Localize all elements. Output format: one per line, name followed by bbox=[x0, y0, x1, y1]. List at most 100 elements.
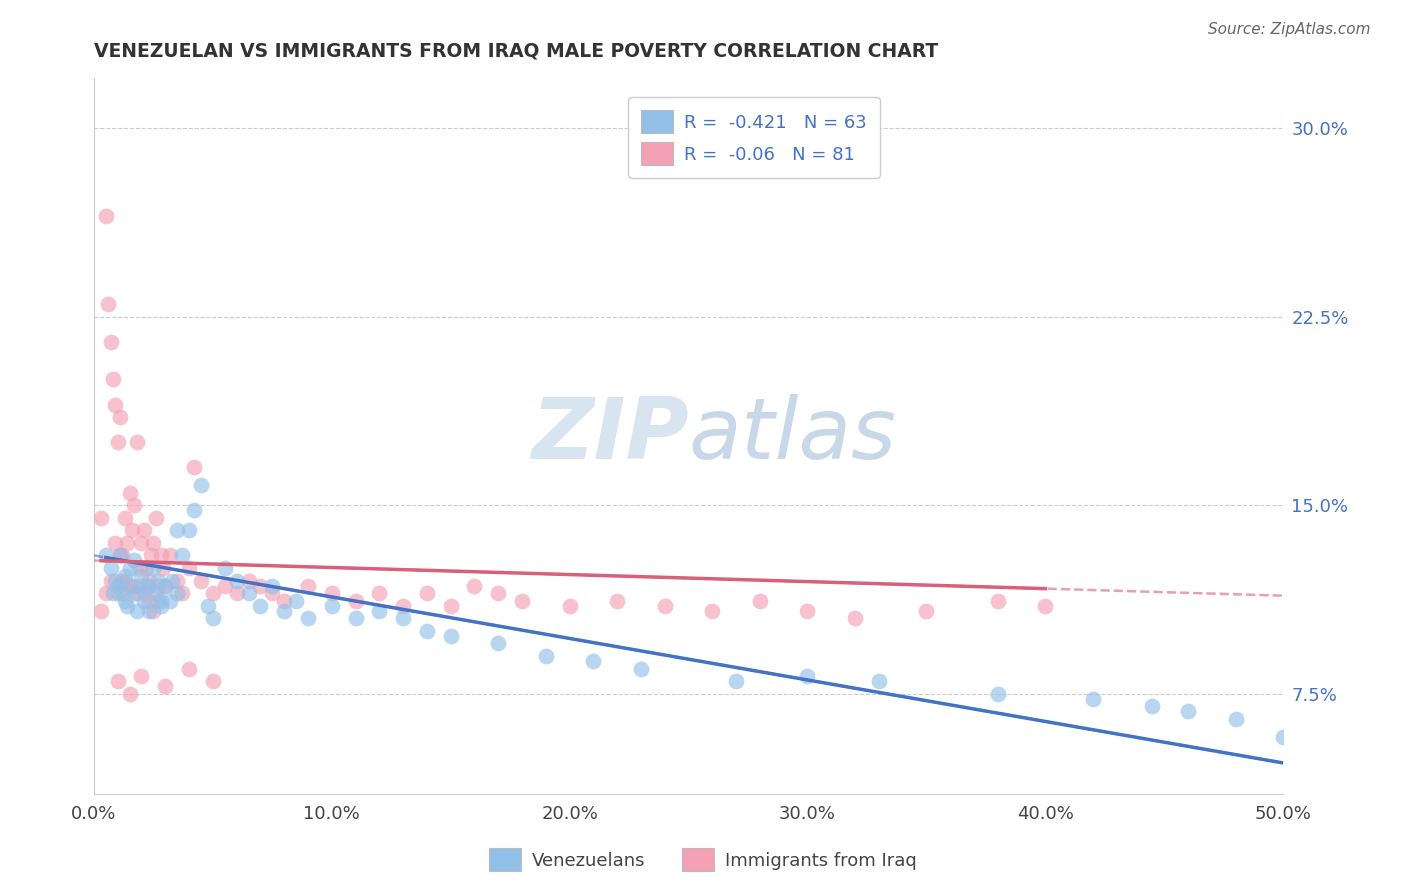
Point bbox=[149, 593, 172, 607]
Point bbox=[139, 549, 162, 563]
Point bbox=[90, 604, 112, 618]
Point bbox=[135, 579, 157, 593]
Text: ZIP: ZIP bbox=[531, 394, 689, 477]
Point bbox=[142, 604, 165, 618]
Point bbox=[108, 549, 131, 563]
Point bbox=[104, 398, 127, 412]
Point bbox=[177, 523, 200, 537]
Point bbox=[138, 593, 160, 607]
Legend: R =  -0.421   N = 63, R =  -0.06   N = 81: R = -0.421 N = 63, R = -0.06 N = 81 bbox=[628, 97, 880, 178]
Point bbox=[101, 586, 124, 600]
Point bbox=[128, 579, 150, 593]
Point bbox=[183, 460, 205, 475]
Text: Source: ZipAtlas.com: Source: ZipAtlas.com bbox=[1208, 22, 1371, 37]
Point bbox=[987, 593, 1010, 607]
Point bbox=[104, 574, 127, 588]
Point bbox=[108, 410, 131, 425]
Point bbox=[285, 593, 308, 607]
Point bbox=[104, 536, 127, 550]
Point bbox=[1142, 699, 1164, 714]
Point bbox=[183, 503, 205, 517]
Point bbox=[197, 599, 219, 613]
Point bbox=[118, 485, 141, 500]
Point bbox=[118, 561, 141, 575]
Point bbox=[114, 568, 136, 582]
Point bbox=[166, 586, 188, 600]
Point bbox=[107, 579, 129, 593]
Point bbox=[159, 549, 181, 563]
Point bbox=[135, 561, 157, 575]
Point bbox=[748, 593, 770, 607]
Point bbox=[344, 593, 367, 607]
Point bbox=[440, 629, 463, 643]
Point bbox=[166, 523, 188, 537]
Point bbox=[368, 604, 391, 618]
Point bbox=[225, 574, 247, 588]
Point bbox=[155, 579, 177, 593]
Point bbox=[149, 599, 172, 613]
Point bbox=[987, 687, 1010, 701]
Point bbox=[94, 549, 117, 563]
Point bbox=[97, 297, 120, 311]
Point bbox=[249, 579, 271, 593]
Point bbox=[486, 636, 509, 650]
Point bbox=[155, 679, 177, 693]
Point bbox=[238, 586, 260, 600]
Point bbox=[125, 586, 148, 600]
Point bbox=[131, 568, 153, 582]
Point bbox=[155, 579, 177, 593]
Point bbox=[121, 579, 143, 593]
Point bbox=[273, 593, 295, 607]
Point bbox=[702, 604, 724, 618]
Point bbox=[132, 586, 155, 600]
Point bbox=[262, 586, 284, 600]
Point bbox=[1272, 730, 1295, 744]
Point bbox=[249, 599, 271, 613]
Point bbox=[273, 604, 295, 618]
Point bbox=[115, 599, 138, 613]
Point bbox=[201, 586, 224, 600]
Point bbox=[118, 579, 141, 593]
Point bbox=[124, 498, 146, 512]
Point bbox=[114, 510, 136, 524]
Point bbox=[100, 334, 122, 349]
Point bbox=[238, 574, 260, 588]
Point bbox=[94, 209, 117, 223]
Point bbox=[138, 604, 160, 618]
Point bbox=[321, 586, 343, 600]
Point bbox=[416, 624, 439, 638]
Point bbox=[124, 553, 146, 567]
Point bbox=[606, 593, 628, 607]
Point bbox=[321, 599, 343, 613]
Point bbox=[190, 574, 212, 588]
Text: atlas: atlas bbox=[689, 394, 897, 477]
Point bbox=[170, 549, 193, 563]
Point bbox=[159, 593, 181, 607]
Point bbox=[214, 579, 236, 593]
Point bbox=[118, 687, 141, 701]
Point bbox=[146, 593, 169, 607]
Point bbox=[100, 561, 122, 575]
Point bbox=[486, 586, 509, 600]
Legend: Venezuelans, Immigrants from Iraq: Venezuelans, Immigrants from Iraq bbox=[482, 841, 924, 879]
Point bbox=[796, 669, 818, 683]
Point bbox=[166, 574, 188, 588]
Point bbox=[630, 662, 652, 676]
Point bbox=[177, 662, 200, 676]
Point bbox=[162, 574, 184, 588]
Point bbox=[582, 654, 605, 668]
Point bbox=[145, 510, 167, 524]
Point bbox=[534, 648, 557, 663]
Point bbox=[170, 586, 193, 600]
Point bbox=[146, 574, 169, 588]
Point bbox=[115, 536, 138, 550]
Point bbox=[725, 674, 748, 689]
Point bbox=[1033, 599, 1056, 613]
Point bbox=[108, 549, 131, 563]
Point bbox=[796, 604, 818, 618]
Point bbox=[416, 586, 439, 600]
Point bbox=[132, 523, 155, 537]
Point bbox=[152, 561, 174, 575]
Point bbox=[142, 561, 165, 575]
Point bbox=[1177, 705, 1199, 719]
